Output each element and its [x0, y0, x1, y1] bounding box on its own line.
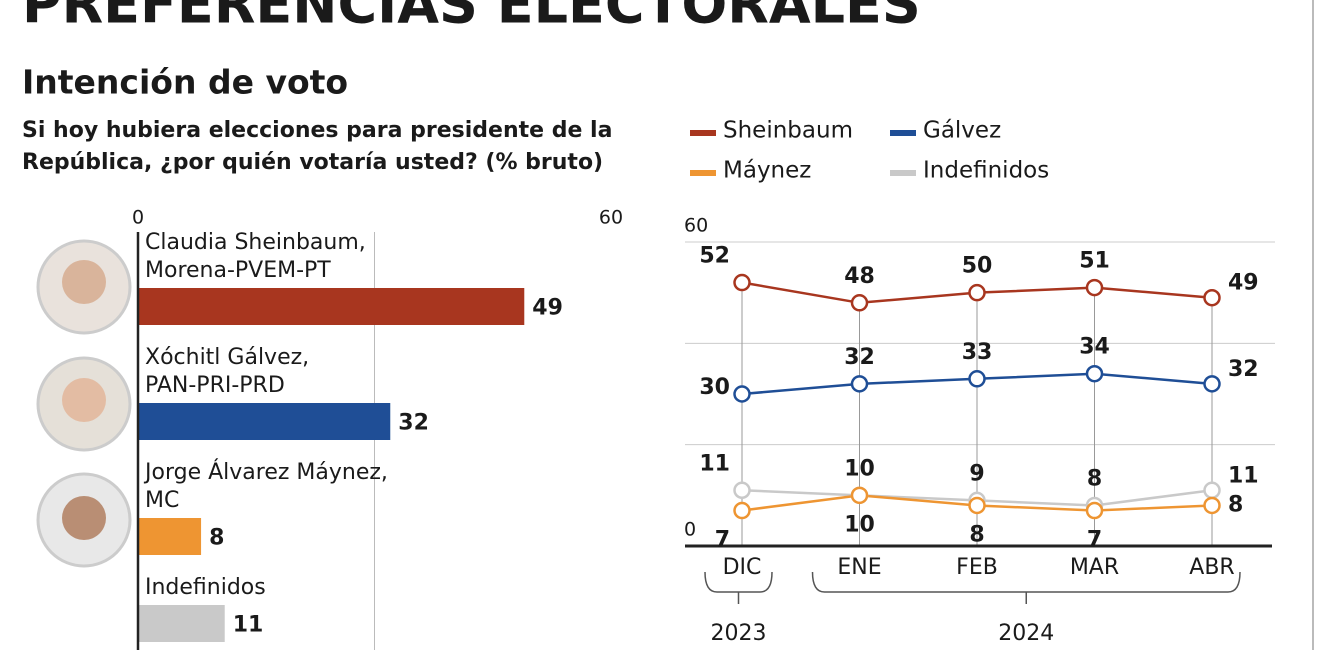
value-label: 7: [715, 528, 730, 553]
value-label: 8: [1228, 492, 1243, 517]
marker: [1085, 364, 1104, 383]
marker: [850, 375, 869, 393]
value-label: 9: [969, 461, 984, 486]
value-label: 33: [962, 340, 993, 365]
value-label: 11: [233, 613, 264, 638]
value-label: 11: [1228, 463, 1259, 488]
value-label: 32: [398, 411, 429, 436]
value-label: 8: [1087, 466, 1102, 491]
question: Si hoy hubiera elecciones para president…: [22, 118, 612, 143]
marker: [968, 283, 986, 302]
x-tick-label: 0: [132, 207, 144, 229]
value-label: 49: [1228, 271, 1259, 296]
year-label: 2024: [998, 621, 1054, 646]
category-label: Xóchitl Gálvez,: [145, 345, 309, 370]
marker: [1203, 375, 1221, 393]
question: República, ¿por quién votaría usted? (% …: [22, 150, 603, 175]
photo-face: [62, 496, 106, 540]
photos: [36, 239, 132, 568]
photo-face: [62, 378, 106, 422]
year-label: 2023: [711, 621, 767, 646]
x-tick-label: DIC: [723, 555, 762, 580]
value-label: 11: [699, 451, 730, 476]
y-tick-label: 60: [684, 215, 708, 237]
value-label: 10: [844, 512, 875, 537]
marker: [1203, 496, 1221, 515]
bar: [138, 288, 525, 325]
y-tick-label: 0: [684, 519, 696, 541]
marker: [968, 370, 986, 388]
marker: [733, 481, 751, 500]
value-label: 10: [844, 456, 875, 481]
x-tick-label: ENE: [837, 555, 881, 580]
subtitle: Intención de voto: [22, 63, 348, 102]
marker: [850, 294, 869, 312]
year-bracket: [811, 571, 1241, 604]
category-label: Morena-PVEM-PT: [145, 258, 331, 283]
year-bracket: [704, 571, 773, 604]
value-label: 34: [1079, 335, 1110, 360]
category-label: Jorge Álvarez Máynez,: [143, 459, 388, 485]
value-label: 50: [962, 254, 993, 279]
category-label: MC: [145, 488, 179, 513]
marker: [968, 496, 986, 515]
legend-label: Máynez: [723, 158, 811, 184]
category-label: Claudia Sheinbaum,: [145, 230, 366, 255]
legend-label: Sheinbaum: [723, 118, 853, 144]
x-tick-label: FEB: [956, 555, 998, 580]
marker: [1203, 481, 1221, 500]
bar: [138, 605, 225, 642]
value-label: 32: [844, 345, 875, 370]
value-label: 8: [209, 526, 224, 551]
photo-face: [62, 260, 106, 304]
value-label: 51: [1079, 249, 1110, 274]
value-label: 7: [1087, 528, 1102, 553]
category-label: Indefinidos: [145, 575, 266, 600]
title: PREFERENCIAS ELECTORALES: [22, 0, 921, 36]
x-tick-label: 60: [599, 207, 623, 229]
value-label: 32: [1228, 357, 1259, 382]
marker: [850, 486, 869, 505]
legend-label: Indefinidos: [923, 158, 1049, 184]
marker: [733, 385, 751, 403]
marker: [1085, 501, 1104, 520]
value-label: 48: [844, 264, 875, 289]
x-tick-label: MAR: [1070, 555, 1119, 580]
category-label: PAN-PRI-PRD: [145, 373, 285, 398]
value-label: 30: [699, 375, 730, 400]
marker: [1203, 288, 1221, 307]
value-label: 52: [699, 244, 730, 269]
value-label: 49: [532, 296, 563, 321]
bar: [138, 518, 202, 555]
legend-label: Gálvez: [923, 118, 1001, 144]
marker: [733, 501, 751, 520]
marker: [1085, 278, 1104, 297]
marker: [733, 273, 751, 292]
value-label: 8: [969, 522, 984, 547]
x-tick-label: ABR: [1189, 555, 1234, 580]
bar: [138, 403, 391, 440]
